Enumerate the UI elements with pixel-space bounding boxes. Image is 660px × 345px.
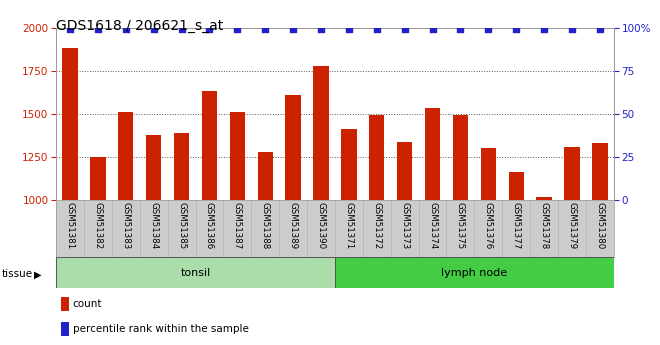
Point [315,27,326,32]
Point [344,27,354,32]
Bar [314,66,329,200]
Bar [537,197,552,200]
Point [455,27,466,32]
Point [232,27,243,32]
Text: GSM51386: GSM51386 [205,203,214,250]
Point [511,27,521,32]
Text: GSM51380: GSM51380 [595,203,605,250]
Text: GSM51374: GSM51374 [428,203,437,250]
Text: percentile rank within the sample: percentile rank within the sample [73,324,249,334]
Point [399,27,410,32]
Text: ▶: ▶ [34,269,42,279]
Text: GSM51375: GSM51375 [456,203,465,250]
Bar [56,257,335,288]
Text: GSM51371: GSM51371 [345,203,353,250]
Text: tissue: tissue [1,269,32,279]
Text: GSM51373: GSM51373 [400,203,409,250]
Point [372,27,382,32]
Point [176,27,187,32]
Text: tonsil: tonsil [180,268,211,277]
Point [92,27,103,32]
Bar [118,112,133,200]
Text: GSM51381: GSM51381 [65,203,75,250]
Bar [63,48,78,200]
Bar [341,128,356,200]
Text: GSM51385: GSM51385 [177,203,186,250]
Text: GDS1618 / 206621_s_at: GDS1618 / 206621_s_at [56,19,223,33]
Bar [564,147,579,200]
Text: GSM51379: GSM51379 [568,203,576,249]
Bar [286,95,301,200]
Text: lymph node: lymph node [442,268,508,277]
Point [260,27,271,32]
Bar [480,148,496,200]
Point [483,27,494,32]
Text: GSM51384: GSM51384 [149,203,158,250]
Text: GSM51376: GSM51376 [484,203,493,250]
Bar [335,257,614,288]
Bar [61,297,69,311]
Point [65,27,75,32]
Bar [592,143,607,200]
Point [148,27,159,32]
Point [567,27,578,32]
Bar [202,91,217,200]
Text: GSM51382: GSM51382 [94,203,102,250]
Text: count: count [73,299,102,309]
Bar [61,322,69,336]
Point [539,27,549,32]
Point [204,27,214,32]
Point [288,27,298,32]
Text: GSM51389: GSM51389 [288,203,298,249]
Bar [509,171,524,200]
Bar [257,152,273,200]
Bar [453,115,468,200]
Text: GSM51377: GSM51377 [512,203,521,250]
Point [595,27,605,32]
Bar [174,133,189,200]
Bar [425,108,440,200]
Text: GSM51372: GSM51372 [372,203,381,250]
Bar [397,142,412,200]
Bar [369,115,384,200]
Text: GSM51383: GSM51383 [121,203,130,250]
Point [121,27,131,32]
Point [427,27,438,32]
Text: GSM51387: GSM51387 [233,203,242,250]
Bar [230,112,245,200]
Bar [90,157,106,200]
Text: GSM51390: GSM51390 [317,203,325,249]
Text: GSM51378: GSM51378 [540,203,548,250]
Text: GSM51388: GSM51388 [261,203,270,250]
Bar [146,135,161,200]
